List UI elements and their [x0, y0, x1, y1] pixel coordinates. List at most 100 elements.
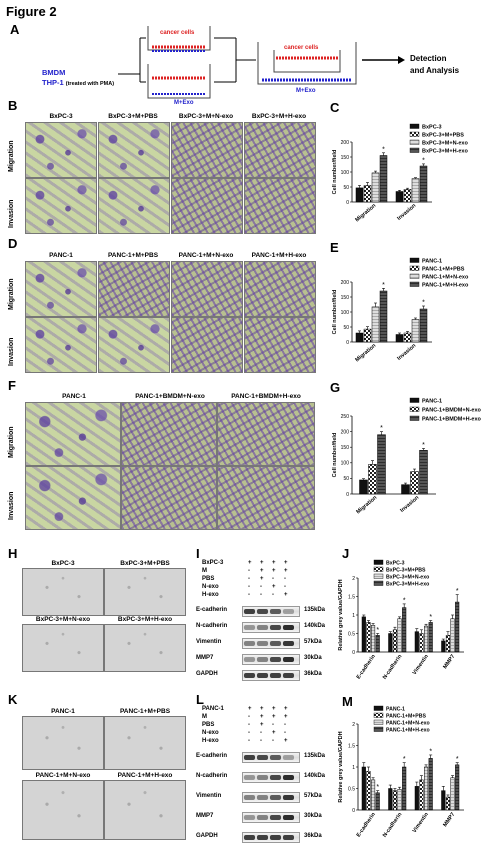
legend-swatch	[409, 273, 420, 279]
blot-band	[257, 641, 268, 646]
blot-band	[244, 775, 255, 780]
blot-band	[257, 835, 268, 840]
condition-sign: -	[284, 584, 286, 590]
condition-sign: -	[248, 592, 250, 598]
blot-band	[270, 795, 281, 800]
bar	[397, 618, 402, 653]
bar	[450, 618, 455, 653]
blot-band	[270, 657, 281, 662]
legend-label: PANC-1	[422, 399, 442, 405]
condition-sign: +	[284, 738, 288, 744]
panel-h-cap-2: BxPC-3+M+PBS	[120, 560, 170, 567]
panel-k-cap-3: PANC-1+M+N-exo	[35, 772, 91, 779]
condition-sign: +	[272, 560, 276, 566]
category-label: Vimentin	[412, 653, 431, 676]
condition-sign: +	[248, 706, 252, 712]
panel-a-letter: A	[10, 22, 20, 37]
y-tick-label: 150	[341, 155, 350, 161]
micrograph	[25, 466, 121, 530]
bar	[363, 185, 372, 203]
y-tick-label: 0	[352, 808, 355, 814]
panel-m-letter: M	[342, 694, 353, 709]
condition-sign: +	[260, 714, 264, 720]
panel-i-letter: I	[196, 546, 200, 561]
condition-sign: -	[272, 722, 274, 728]
blot-band	[244, 755, 255, 760]
panel-f-letter: F	[8, 378, 16, 393]
microscope-image	[104, 780, 186, 840]
condition-sign: +	[260, 706, 264, 712]
condition-sign: -	[260, 584, 262, 590]
y-tick-label: 200	[341, 140, 350, 146]
bar	[419, 633, 424, 653]
panel-f-row-invasion: Invasion	[8, 491, 15, 520]
legend-swatch	[409, 139, 420, 145]
condition-sign: -	[248, 730, 250, 736]
protein-label: MMP7	[196, 655, 214, 661]
panel-b-row-invasion: Invasion	[8, 199, 15, 228]
y-tick-label: 1	[352, 765, 355, 771]
bar	[375, 792, 380, 811]
cancer-cells-label-1: cancer cells	[160, 30, 195, 36]
micrograph	[98, 178, 170, 234]
legend-label: BxPC-3+M+H-exo	[386, 582, 429, 588]
significance-star: *	[382, 146, 385, 153]
blot-band	[244, 641, 255, 646]
condition-sign: -	[248, 584, 250, 590]
blot-band	[244, 625, 255, 630]
blot-band	[244, 835, 255, 840]
condition-sign: -	[248, 738, 250, 744]
panel-d-row-migration: Migration	[8, 278, 15, 311]
y-tick-label: 0	[346, 200, 349, 206]
condition-sign: +	[272, 714, 276, 720]
bar	[375, 635, 380, 653]
panel-k-cap-1: PANC-1	[51, 708, 75, 715]
panel-a-diagram	[0, 20, 500, 100]
significance-star: *	[403, 756, 406, 763]
micrograph	[25, 317, 97, 373]
panel-d-row-invasion: Invasion	[8, 337, 15, 366]
kda-label: 135kDa	[304, 753, 326, 759]
thp1-label: THP-1 (treated with PMA)	[42, 78, 114, 87]
y-tick-label: 150	[341, 445, 350, 451]
blot-band	[283, 673, 294, 678]
bar	[397, 789, 402, 811]
legend-label: BxPC-3	[386, 561, 405, 567]
condition-sign: +	[284, 706, 288, 712]
panel-g-letter: G	[330, 380, 341, 395]
blot-band	[283, 657, 294, 662]
blot-band	[283, 835, 294, 840]
analysis-label: and Analysis	[410, 66, 460, 75]
panel-f-col-1: PANC-1	[62, 393, 86, 400]
condition-sign: +	[284, 592, 288, 598]
condition-label: M	[202, 568, 207, 574]
legend-label: BxPC-3+M+PBS	[386, 568, 426, 574]
bar	[428, 622, 433, 653]
legend-label: BxPC-3+M+N-exo	[386, 575, 429, 581]
category-label: N-cadherin	[382, 811, 404, 838]
panel-b-letter: B	[8, 98, 18, 113]
condition-sign: +	[284, 714, 288, 720]
bar	[371, 306, 380, 343]
bar	[379, 290, 388, 343]
y-tick-label: 100	[341, 310, 350, 316]
panel-k-cap-4: PANC-1+M+H-exo	[117, 772, 173, 779]
condition-sign: -	[248, 568, 250, 574]
panel-d-col-3: PANC-1+M+N-exo	[178, 252, 234, 259]
blot-band	[283, 775, 294, 780]
legend-swatch	[409, 147, 420, 153]
panel-d-col-2: PANC-1+M+PBS	[107, 252, 159, 259]
blot-band	[283, 795, 294, 800]
bar	[419, 450, 428, 495]
bar	[361, 616, 366, 653]
blot-band	[283, 755, 294, 760]
condition-label: H-exo	[202, 592, 219, 598]
y-tick-label: 2	[352, 576, 355, 582]
blot-band	[257, 609, 268, 614]
significance-star: *	[376, 784, 379, 791]
significance-star: *	[456, 588, 459, 595]
category-label: MMP7	[442, 654, 456, 670]
bar	[388, 788, 393, 811]
bar	[395, 334, 404, 343]
legend-swatch	[373, 559, 384, 565]
